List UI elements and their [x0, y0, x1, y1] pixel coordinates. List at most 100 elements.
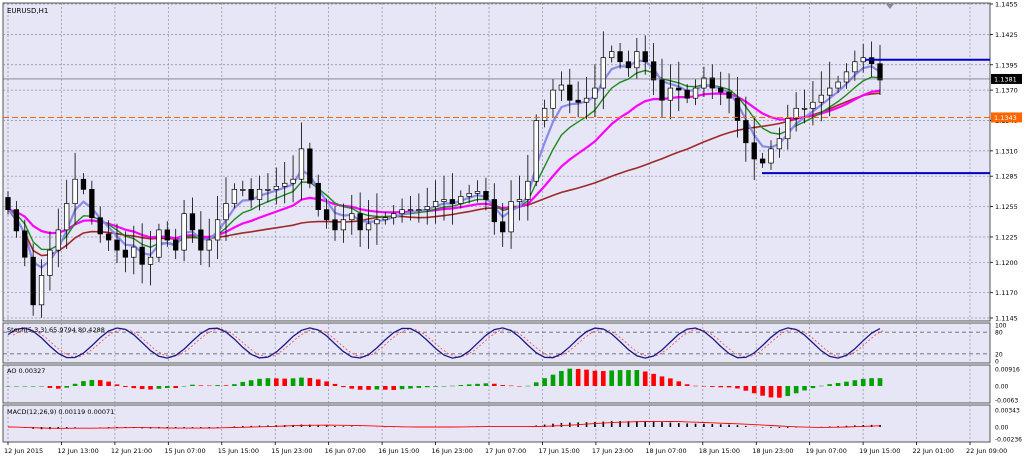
- candle-body: [5, 197, 11, 210]
- candle-body: [634, 51, 640, 69]
- candle-body: [64, 203, 70, 231]
- candle-body: [55, 229, 61, 251]
- candle-body: [793, 107, 799, 119]
- candle-body: [357, 213, 363, 231]
- ao-bar: [684, 384, 690, 386]
- macd-tick-label: -0.00236: [995, 437, 1022, 444]
- candle-body: [114, 239, 120, 251]
- ao-bar: [30, 386, 36, 387]
- ao-bar: [500, 385, 505, 386]
- ao-bar: [349, 386, 355, 389]
- price-tick-label: 1.1255: [995, 203, 1018, 211]
- candle-body: [491, 199, 497, 223]
- ao-bar: [240, 381, 246, 386]
- candle-body: [139, 246, 145, 265]
- candle-body: [265, 189, 271, 191]
- candle-body: [256, 189, 263, 200]
- time-tick-label: 18 Jun 07:00: [645, 447, 686, 455]
- ao-bar: [215, 385, 220, 386]
- chart-shift-marker-icon[interactable]: [886, 4, 894, 9]
- candle-body: [701, 77, 707, 89]
- candle-body: [248, 189, 254, 200]
- ao-bar: [810, 386, 816, 389]
- price-tick-label: 1.1425: [995, 31, 1018, 39]
- ao-bar: [173, 386, 178, 389]
- ao-bar: [743, 386, 749, 391]
- ao-bar: [341, 386, 346, 388]
- ao-bar: [860, 378, 866, 386]
- ao-bar: [559, 371, 564, 386]
- ao-bar: [659, 376, 665, 386]
- candle-body: [810, 101, 816, 109]
- candle-body: [223, 203, 229, 221]
- candle-body: [759, 158, 766, 164]
- price-tick-label: 1.1395: [995, 61, 1018, 69]
- current-price-box: [991, 73, 1022, 84]
- grid-lines: [3, 3, 990, 442]
- ao-bar: [726, 386, 732, 388]
- price-axis[interactable]: 1.14551.14251.13951.13701.13401.13101.12…: [990, 1, 1022, 323]
- candle-body: [173, 239, 179, 251]
- ao-bar: [668, 378, 673, 386]
- time-tick-label: 18 Jun 15:00: [699, 447, 740, 455]
- time-tick-label: 15 Jun 23:00: [271, 447, 312, 455]
- candle-body: [72, 178, 78, 204]
- ao-bar: [89, 379, 95, 386]
- ao-bar: [651, 373, 656, 386]
- candle-body: [483, 191, 489, 200]
- candle-body: [466, 193, 472, 197]
- candle-body: [718, 87, 724, 93]
- candle-body: [282, 182, 288, 187]
- macd-signal-line: [7, 420, 881, 429]
- time-tick-label: 19 Jun 07:00: [806, 447, 847, 455]
- candle-body: [181, 213, 187, 251]
- ao-bar: [760, 386, 765, 396]
- ao-bar: [39, 386, 44, 387]
- macd-pane[interactable]: [2, 404, 991, 443]
- ao-bar: [274, 378, 279, 386]
- ao-bar: [290, 378, 296, 386]
- candle-body: [147, 256, 154, 265]
- ao-bar: [123, 386, 128, 387]
- main-chart-pane[interactable]: [2, 2, 991, 322]
- candle-body: [38, 275, 45, 306]
- ao-bar: [366, 386, 371, 390]
- time-tick-label: 17 Jun 07:00: [485, 447, 526, 455]
- candle-body: [298, 148, 305, 180]
- ao-bar: [81, 381, 86, 386]
- candle-body: [432, 201, 439, 207]
- time-axis[interactable]: 12 Jun 2015 12 Jun 13:00 12 Jun 21:00 15 Ju…: [4, 442, 1007, 455]
- stochastic-signal-line: [12, 328, 886, 358]
- candle-body: [105, 233, 112, 241]
- candle-body: [659, 79, 665, 101]
- ao-bar: [22, 386, 28, 387]
- candle-body: [558, 84, 565, 91]
- ao-bar: [584, 369, 589, 386]
- ao-bar: [785, 386, 791, 397]
- ao-tick-label: -0.0063: [995, 398, 1018, 405]
- ao-bar: [232, 384, 237, 386]
- ao-bar: [324, 381, 329, 386]
- candle-body: [709, 77, 715, 89]
- ao-bar: [156, 386, 162, 389]
- candle-body: [407, 209, 414, 211]
- candle-body: [315, 182, 321, 210]
- ao-label: AO 0.00327: [7, 367, 45, 375]
- ao-bar: [106, 381, 111, 386]
- ao-bar: [819, 385, 824, 387]
- candle-body: [843, 71, 850, 83]
- candle-body: [323, 209, 330, 221]
- candle-body: [609, 51, 615, 59]
- candle-body: [189, 213, 196, 231]
- ao-bar: [844, 381, 849, 386]
- ao-bar: [601, 371, 606, 386]
- candle-body: [533, 120, 539, 182]
- ao-bar: [64, 386, 69, 388]
- time-tick-label: 15 Jun 07:00: [164, 447, 205, 455]
- candle-body: [206, 239, 212, 251]
- current-price-label: 1.1381: [994, 75, 1017, 83]
- candle-body: [449, 199, 456, 204]
